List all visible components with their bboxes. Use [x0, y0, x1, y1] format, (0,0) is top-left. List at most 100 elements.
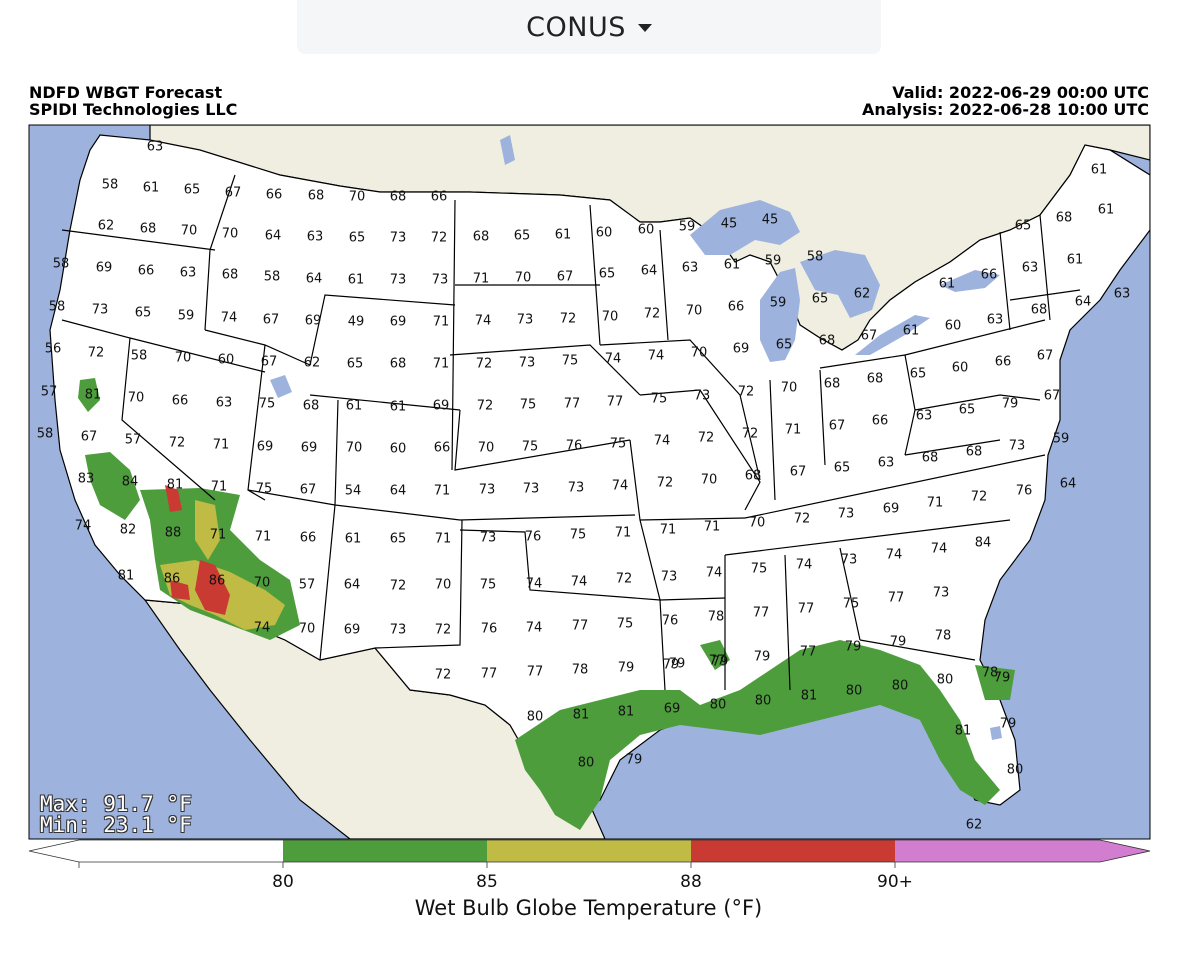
- colorbar-bin-80-85: [283, 840, 487, 862]
- station-value: 61: [1098, 203, 1115, 218]
- station-value: 72: [971, 490, 988, 505]
- station-value: 72: [476, 357, 493, 372]
- station-value: 67: [790, 465, 807, 480]
- station-value: 62: [966, 818, 983, 833]
- station-value: 63: [180, 266, 197, 281]
- station-value: 68: [473, 230, 490, 245]
- chevron-down-icon: [637, 24, 652, 32]
- station-value: 79: [994, 671, 1011, 686]
- station-value: 66: [981, 268, 998, 283]
- station-value: 67: [861, 329, 878, 344]
- station-value: 72: [738, 385, 755, 400]
- station-value: 72: [88, 346, 105, 361]
- station-value: 75: [520, 398, 537, 413]
- station-value: 81: [573, 708, 590, 723]
- station-value: 77: [527, 665, 544, 680]
- station-value: 58: [131, 349, 148, 364]
- station-value: 74: [254, 621, 271, 636]
- station-value: 76: [481, 622, 498, 637]
- station-value: 79: [1002, 397, 1019, 412]
- station-value: 81: [955, 724, 972, 739]
- station-value: 64: [306, 272, 323, 287]
- station-value: 67: [1044, 389, 1061, 404]
- station-value: 72: [435, 668, 452, 683]
- station-value: 86: [209, 574, 226, 589]
- station-value: 75: [259, 397, 276, 412]
- station-value: 61: [1067, 253, 1084, 268]
- station-value: 75: [751, 562, 768, 577]
- region-select-dropdown[interactable]: CONUS: [297, 0, 881, 54]
- station-value: 75: [570, 528, 587, 543]
- station-value: 71: [433, 315, 450, 330]
- station-value: 77: [753, 606, 770, 621]
- station-value: 78: [935, 629, 952, 644]
- station-value: 70: [781, 381, 798, 396]
- station-value: 73: [92, 303, 109, 318]
- station-value: 77: [888, 591, 905, 606]
- station-value: 76: [525, 530, 542, 545]
- station-value: 59: [770, 296, 787, 311]
- station-value: 76: [1016, 484, 1033, 499]
- station-value: 71: [255, 530, 272, 545]
- station-value: 79: [890, 635, 907, 650]
- station-value: 57: [299, 578, 316, 593]
- min-value-label: Min: 23.1 °F: [40, 813, 192, 837]
- station-value: 79: [626, 753, 643, 768]
- station-value: 86: [164, 572, 181, 587]
- station-value: 74: [475, 314, 492, 329]
- station-value: 61: [939, 277, 956, 292]
- station-value: 72: [698, 431, 715, 446]
- station-value: 65: [959, 403, 976, 418]
- station-value: 67: [829, 419, 846, 434]
- station-value: 65: [390, 532, 407, 547]
- station-value: 65: [776, 338, 793, 353]
- station-value: 73: [568, 481, 585, 496]
- station-value: 63: [307, 230, 324, 245]
- station-value: 79: [618, 661, 635, 676]
- station-value: 69: [305, 314, 322, 329]
- station-value: 74: [221, 311, 238, 326]
- station-value: 77: [709, 654, 726, 669]
- station-value: 66: [138, 264, 155, 279]
- station-value: 67: [261, 355, 278, 370]
- station-value: 80: [937, 673, 954, 688]
- station-value: 70: [701, 473, 718, 488]
- station-value: 75: [562, 354, 579, 369]
- station-value: 65: [184, 183, 201, 198]
- station-value: 61: [348, 273, 365, 288]
- station-value: 68: [222, 268, 239, 283]
- colorbar-tick-label: 85: [476, 872, 498, 892]
- station-value: 74: [612, 479, 629, 494]
- station-value: 73: [933, 586, 950, 601]
- station-value: 67: [81, 430, 98, 445]
- station-value: 67: [263, 313, 280, 328]
- station-value: 59: [765, 254, 782, 269]
- station-value: 60: [638, 223, 655, 238]
- station-value: 75: [843, 597, 860, 612]
- station-value: 71: [660, 523, 677, 538]
- station-value: 70: [349, 190, 366, 205]
- station-value: 70: [128, 391, 145, 406]
- station-value: 73: [480, 531, 497, 546]
- station-value: 75: [480, 578, 497, 593]
- station-value: 73: [1009, 439, 1026, 454]
- station-value: 69: [883, 502, 900, 517]
- station-value: 62: [98, 219, 115, 234]
- station-value: 64: [1060, 477, 1077, 492]
- station-value: 63: [147, 140, 164, 155]
- station-value: 56: [45, 342, 62, 357]
- station-value: 69: [390, 315, 407, 330]
- colorbar-extend-over: [1100, 840, 1150, 862]
- station-value: 80: [578, 756, 595, 771]
- station-value: 70: [749, 516, 766, 531]
- station-value: 71: [210, 528, 227, 543]
- station-value: 60: [596, 226, 613, 241]
- station-value: 73: [479, 483, 496, 498]
- station-value: 69: [433, 399, 450, 414]
- station-value: 73: [841, 553, 858, 568]
- station-value: 63: [987, 313, 1004, 328]
- station-value: 78: [572, 663, 589, 678]
- station-value: 71: [927, 496, 944, 511]
- station-value: 80: [892, 679, 909, 694]
- station-value: 59: [178, 309, 195, 324]
